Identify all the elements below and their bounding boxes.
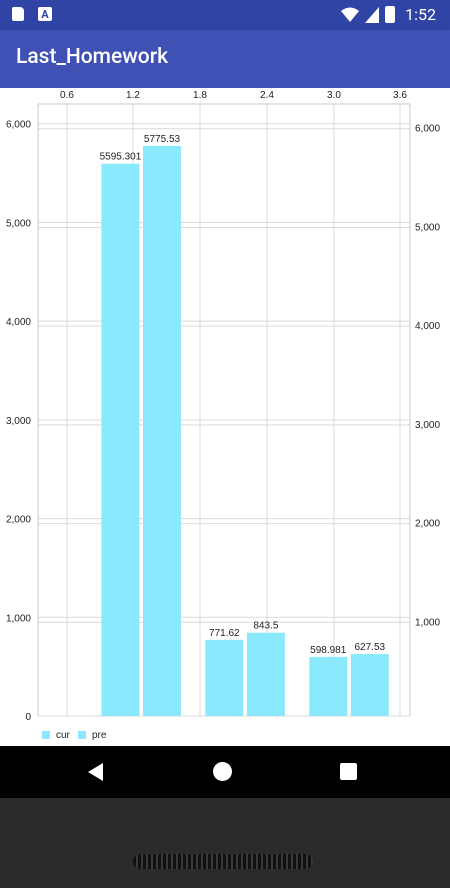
- y-tick-label-right: 2,000: [415, 519, 440, 530]
- speaker-grille: [133, 854, 313, 869]
- data-label: 771.62: [209, 628, 240, 639]
- legend-label: pre: [92, 730, 107, 741]
- battery-icon: [385, 6, 396, 23]
- back-icon[interactable]: [88, 763, 103, 781]
- home-icon[interactable]: [213, 762, 232, 781]
- legend-label: cur: [56, 730, 71, 741]
- y-tick-label-right: 5,000: [415, 222, 440, 233]
- a-notification-icon: A: [38, 7, 52, 21]
- device-bezel: [0, 798, 450, 888]
- bar-cur: [205, 639, 244, 716]
- data-label: 843.5: [253, 621, 278, 632]
- wifi-icon: [341, 7, 360, 22]
- x-tick-label: 1.8: [193, 90, 207, 101]
- y-tick-label-right: 4,000: [415, 321, 440, 332]
- navigation-bar: [0, 746, 450, 798]
- bar-cur: [101, 163, 140, 716]
- x-tick-label: 3.6: [393, 90, 407, 101]
- x-tick-label: 1.2: [126, 90, 140, 101]
- status-clock: 1:52: [405, 5, 436, 24]
- y-tick-label-left: 1,000: [6, 613, 31, 624]
- data-label: 627.53: [354, 642, 385, 653]
- recents-icon[interactable]: [340, 763, 357, 780]
- y-tick-label-left: 0: [25, 712, 31, 723]
- x-tick-label: 0.6: [60, 90, 74, 101]
- bar-pre: [246, 632, 285, 716]
- bar-cur: [309, 656, 348, 716]
- y-tick-label-left: 4,000: [6, 317, 31, 328]
- data-label: 5775.53: [144, 134, 181, 145]
- y-tick-label-left: 3,000: [6, 416, 31, 427]
- x-tick-label: 2.4: [260, 90, 274, 101]
- x-tick-label: 3.0: [327, 90, 341, 101]
- signal-icon: [365, 6, 380, 23]
- y-tick-label-left: 6,000: [6, 120, 31, 131]
- y-tick-label-right: 6,000: [415, 124, 440, 135]
- bar-pre: [143, 145, 181, 716]
- y-tick-label-right: 1,000: [415, 617, 440, 628]
- data-label: 598.981: [310, 645, 347, 656]
- app-bar: Last_Homework: [0, 30, 450, 88]
- y-tick-label-right: 3,000: [415, 420, 440, 431]
- legend-swatch: [42, 731, 50, 739]
- app-title: Last_Homework: [16, 45, 169, 69]
- y-tick-label-left: 2,000: [6, 515, 31, 526]
- bar-chart: 0.6 1.2 1.8 2.4 3.0 3.6 0 1,000 2,000 3,000 4,000 5…: [6, 90, 440, 741]
- legend-swatch: [78, 731, 86, 739]
- bar-pre: [350, 654, 389, 716]
- sd-card-icon: [12, 7, 24, 21]
- chart-container: 0.6 1.2 1.8 2.4 3.0 3.6 0 1,000 2,000 3,000 4,000 5…: [0, 88, 450, 746]
- data-label: 5595.301: [100, 152, 142, 163]
- y-tick-label-left: 5,000: [6, 218, 31, 229]
- status-bar: A 1:52: [0, 0, 450, 30]
